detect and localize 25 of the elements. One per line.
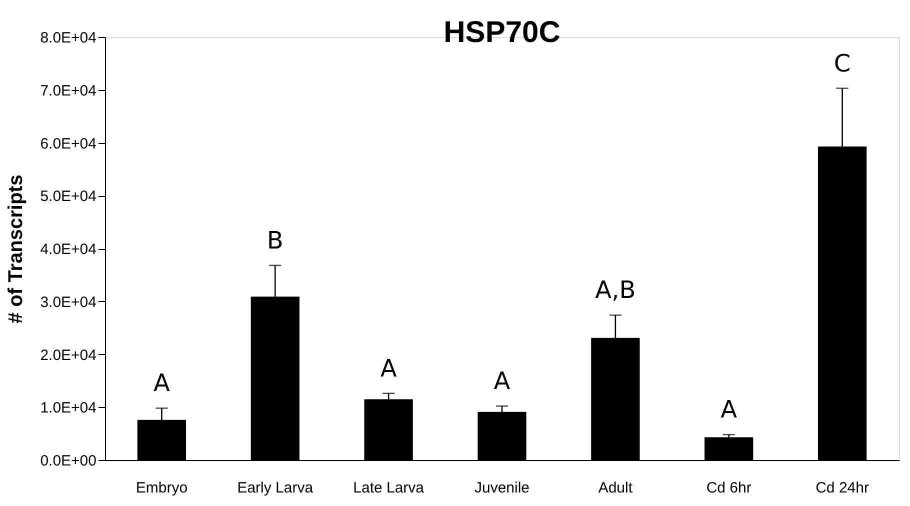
annotation: A	[720, 396, 738, 424]
chart-title: HSP70C	[444, 16, 560, 49]
y-tick-label: 4.0E+04	[40, 241, 96, 258]
x-tick-label: Cd 24hr	[816, 480, 869, 496]
y-tick-label: 7.0E+04	[40, 82, 96, 100]
x-tick-label: Early Larva	[237, 480, 314, 496]
y-tick-label: 5.0E+04	[40, 188, 96, 206]
y-tick-label: 0.0E+00	[40, 452, 96, 470]
x-tick-label: Juvenile	[474, 480, 530, 496]
annotation: A	[380, 354, 398, 382]
y-tick-label: 6.0E+04	[40, 135, 96, 152]
annotation: C	[834, 49, 851, 78]
annotation: B	[266, 226, 284, 254]
y-tick-label: 2.0E+04	[40, 346, 96, 364]
y-tick-label: 3.0E+04	[40, 294, 96, 311]
x-tick-label: Embryo	[136, 480, 188, 496]
x-tick-label: Adult	[598, 480, 634, 496]
x-tick-label: Late Larva	[353, 480, 425, 496]
annotation: A	[494, 367, 511, 396]
x-tick-label: Cd 6hr	[706, 480, 752, 496]
y-tick-label: 1.0E+04	[40, 400, 96, 417]
annotation: A	[154, 369, 171, 398]
y-axis-title: # of Transcripts	[5, 174, 28, 324]
y-tick-label: 8.0E+04	[40, 30, 96, 46]
annotation: A,B	[595, 276, 636, 304]
